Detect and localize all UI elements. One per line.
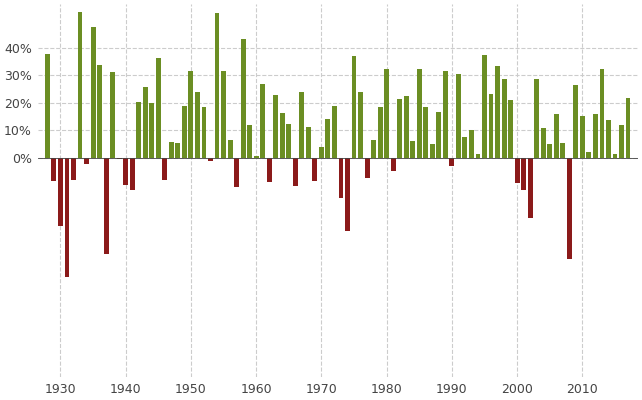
Bar	[528, 158, 533, 218]
Bar	[123, 158, 128, 185]
Bar	[443, 71, 448, 158]
Bar	[130, 158, 135, 190]
Bar	[143, 87, 148, 158]
Bar	[299, 92, 304, 158]
Bar	[501, 79, 507, 158]
Bar	[247, 125, 252, 158]
Bar	[437, 112, 441, 158]
Bar	[338, 158, 343, 198]
Bar	[162, 158, 168, 180]
Bar	[293, 158, 298, 186]
Bar	[273, 95, 278, 158]
Bar	[476, 154, 480, 158]
Bar	[449, 158, 455, 166]
Bar	[469, 130, 474, 158]
Bar	[182, 106, 187, 158]
Bar	[606, 120, 611, 158]
Bar	[586, 152, 591, 158]
Bar	[612, 154, 618, 158]
Bar	[58, 158, 63, 226]
Bar	[391, 158, 395, 171]
Bar	[365, 158, 370, 178]
Bar	[325, 118, 331, 158]
Bar	[136, 102, 141, 158]
Bar	[51, 158, 56, 181]
Bar	[214, 14, 220, 158]
Bar	[221, 71, 226, 158]
Bar	[241, 39, 245, 158]
Bar	[260, 84, 265, 158]
Bar	[580, 116, 585, 158]
Bar	[548, 144, 552, 158]
Bar	[345, 158, 350, 230]
Bar	[78, 12, 82, 158]
Bar	[208, 158, 213, 160]
Bar	[84, 158, 89, 164]
Bar	[71, 158, 76, 180]
Bar	[195, 92, 200, 158]
Bar	[352, 56, 356, 158]
Bar	[371, 140, 376, 158]
Bar	[593, 114, 598, 158]
Bar	[286, 124, 291, 158]
Bar	[103, 158, 108, 254]
Bar	[175, 143, 180, 158]
Bar	[573, 85, 578, 158]
Bar	[600, 69, 604, 158]
Bar	[254, 156, 259, 158]
Bar	[202, 107, 207, 158]
Bar	[332, 106, 337, 158]
Bar	[117, 158, 121, 159]
Bar	[189, 71, 193, 158]
Bar	[377, 107, 383, 158]
Bar	[110, 72, 115, 158]
Bar	[554, 114, 559, 158]
Bar	[404, 96, 409, 158]
Bar	[156, 58, 160, 158]
Bar	[319, 147, 324, 158]
Bar	[619, 125, 624, 158]
Bar	[45, 54, 50, 158]
Bar	[482, 55, 487, 158]
Bar	[267, 158, 272, 182]
Bar	[313, 158, 317, 181]
Bar	[417, 70, 422, 158]
Bar	[234, 158, 239, 188]
Bar	[515, 158, 519, 183]
Bar	[397, 99, 402, 158]
Bar	[384, 69, 389, 158]
Bar	[423, 107, 428, 158]
Bar	[456, 74, 461, 158]
Bar	[495, 66, 500, 158]
Bar	[625, 98, 630, 158]
Bar	[430, 144, 435, 158]
Bar	[306, 127, 311, 158]
Bar	[567, 158, 572, 259]
Bar	[489, 94, 494, 158]
Bar	[91, 27, 96, 158]
Bar	[358, 92, 363, 158]
Bar	[280, 112, 284, 158]
Bar	[64, 158, 69, 277]
Bar	[228, 140, 232, 158]
Bar	[534, 79, 539, 158]
Bar	[560, 143, 565, 158]
Bar	[508, 100, 513, 158]
Bar	[410, 140, 415, 158]
Bar	[541, 128, 546, 158]
Bar	[169, 142, 174, 158]
Bar	[521, 158, 526, 190]
Bar	[150, 104, 154, 158]
Bar	[97, 65, 102, 158]
Bar	[462, 137, 467, 158]
